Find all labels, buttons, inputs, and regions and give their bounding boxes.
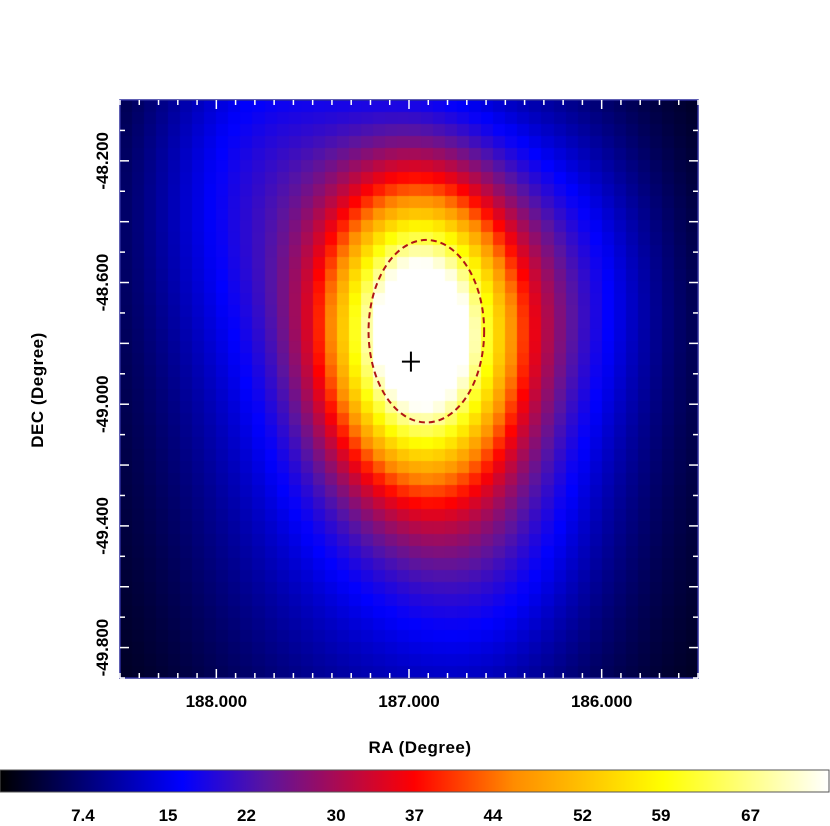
error-circle [367,238,486,424]
colorbar-tick-label: 67 [741,806,760,825]
colorbar-tick-label: 52 [573,806,592,825]
y-tick-label: -48.200 [93,132,112,190]
x-tick-labels: 188.000 187.000 186.000 [186,692,633,711]
heatmap-image [120,100,698,678]
y-tick-label: -49.000 [93,375,112,433]
overlays [367,238,486,424]
colorbar-tick-label: 37 [405,806,424,825]
x-tick-label: 187.000 [378,692,439,711]
y-tick-label: -49.400 [93,497,112,555]
colorbar-tick-labels: 7.4 15 22 30 37 44 52 59 67 [71,806,760,825]
colorbar-tick-label: 22 [237,806,256,825]
y-tick-label: -48.600 [93,254,112,312]
colorbar [0,769,830,793]
colorbar-tick-label: 7.4 [71,806,95,825]
x-tick-label: 186.000 [571,692,632,711]
colorbar-tick-label: 44 [483,806,502,825]
colorbar-tick-label: 59 [651,806,670,825]
colorbar-tick-label: 15 [159,806,178,825]
x-tick-label: 188.000 [186,692,247,711]
colorbar-tick-label: 30 [327,806,346,825]
x-axis-title: RA (Degree) [368,738,471,757]
y-axis-title: DEC (Degree) [28,332,47,448]
y-tick-label: -49.800 [93,619,112,677]
frame-ticks [119,100,699,679]
heatmap-raster [120,100,698,678]
y-tick-labels: -48.200 -48.600 -49.000 -49.400 -49.800 [93,132,112,676]
